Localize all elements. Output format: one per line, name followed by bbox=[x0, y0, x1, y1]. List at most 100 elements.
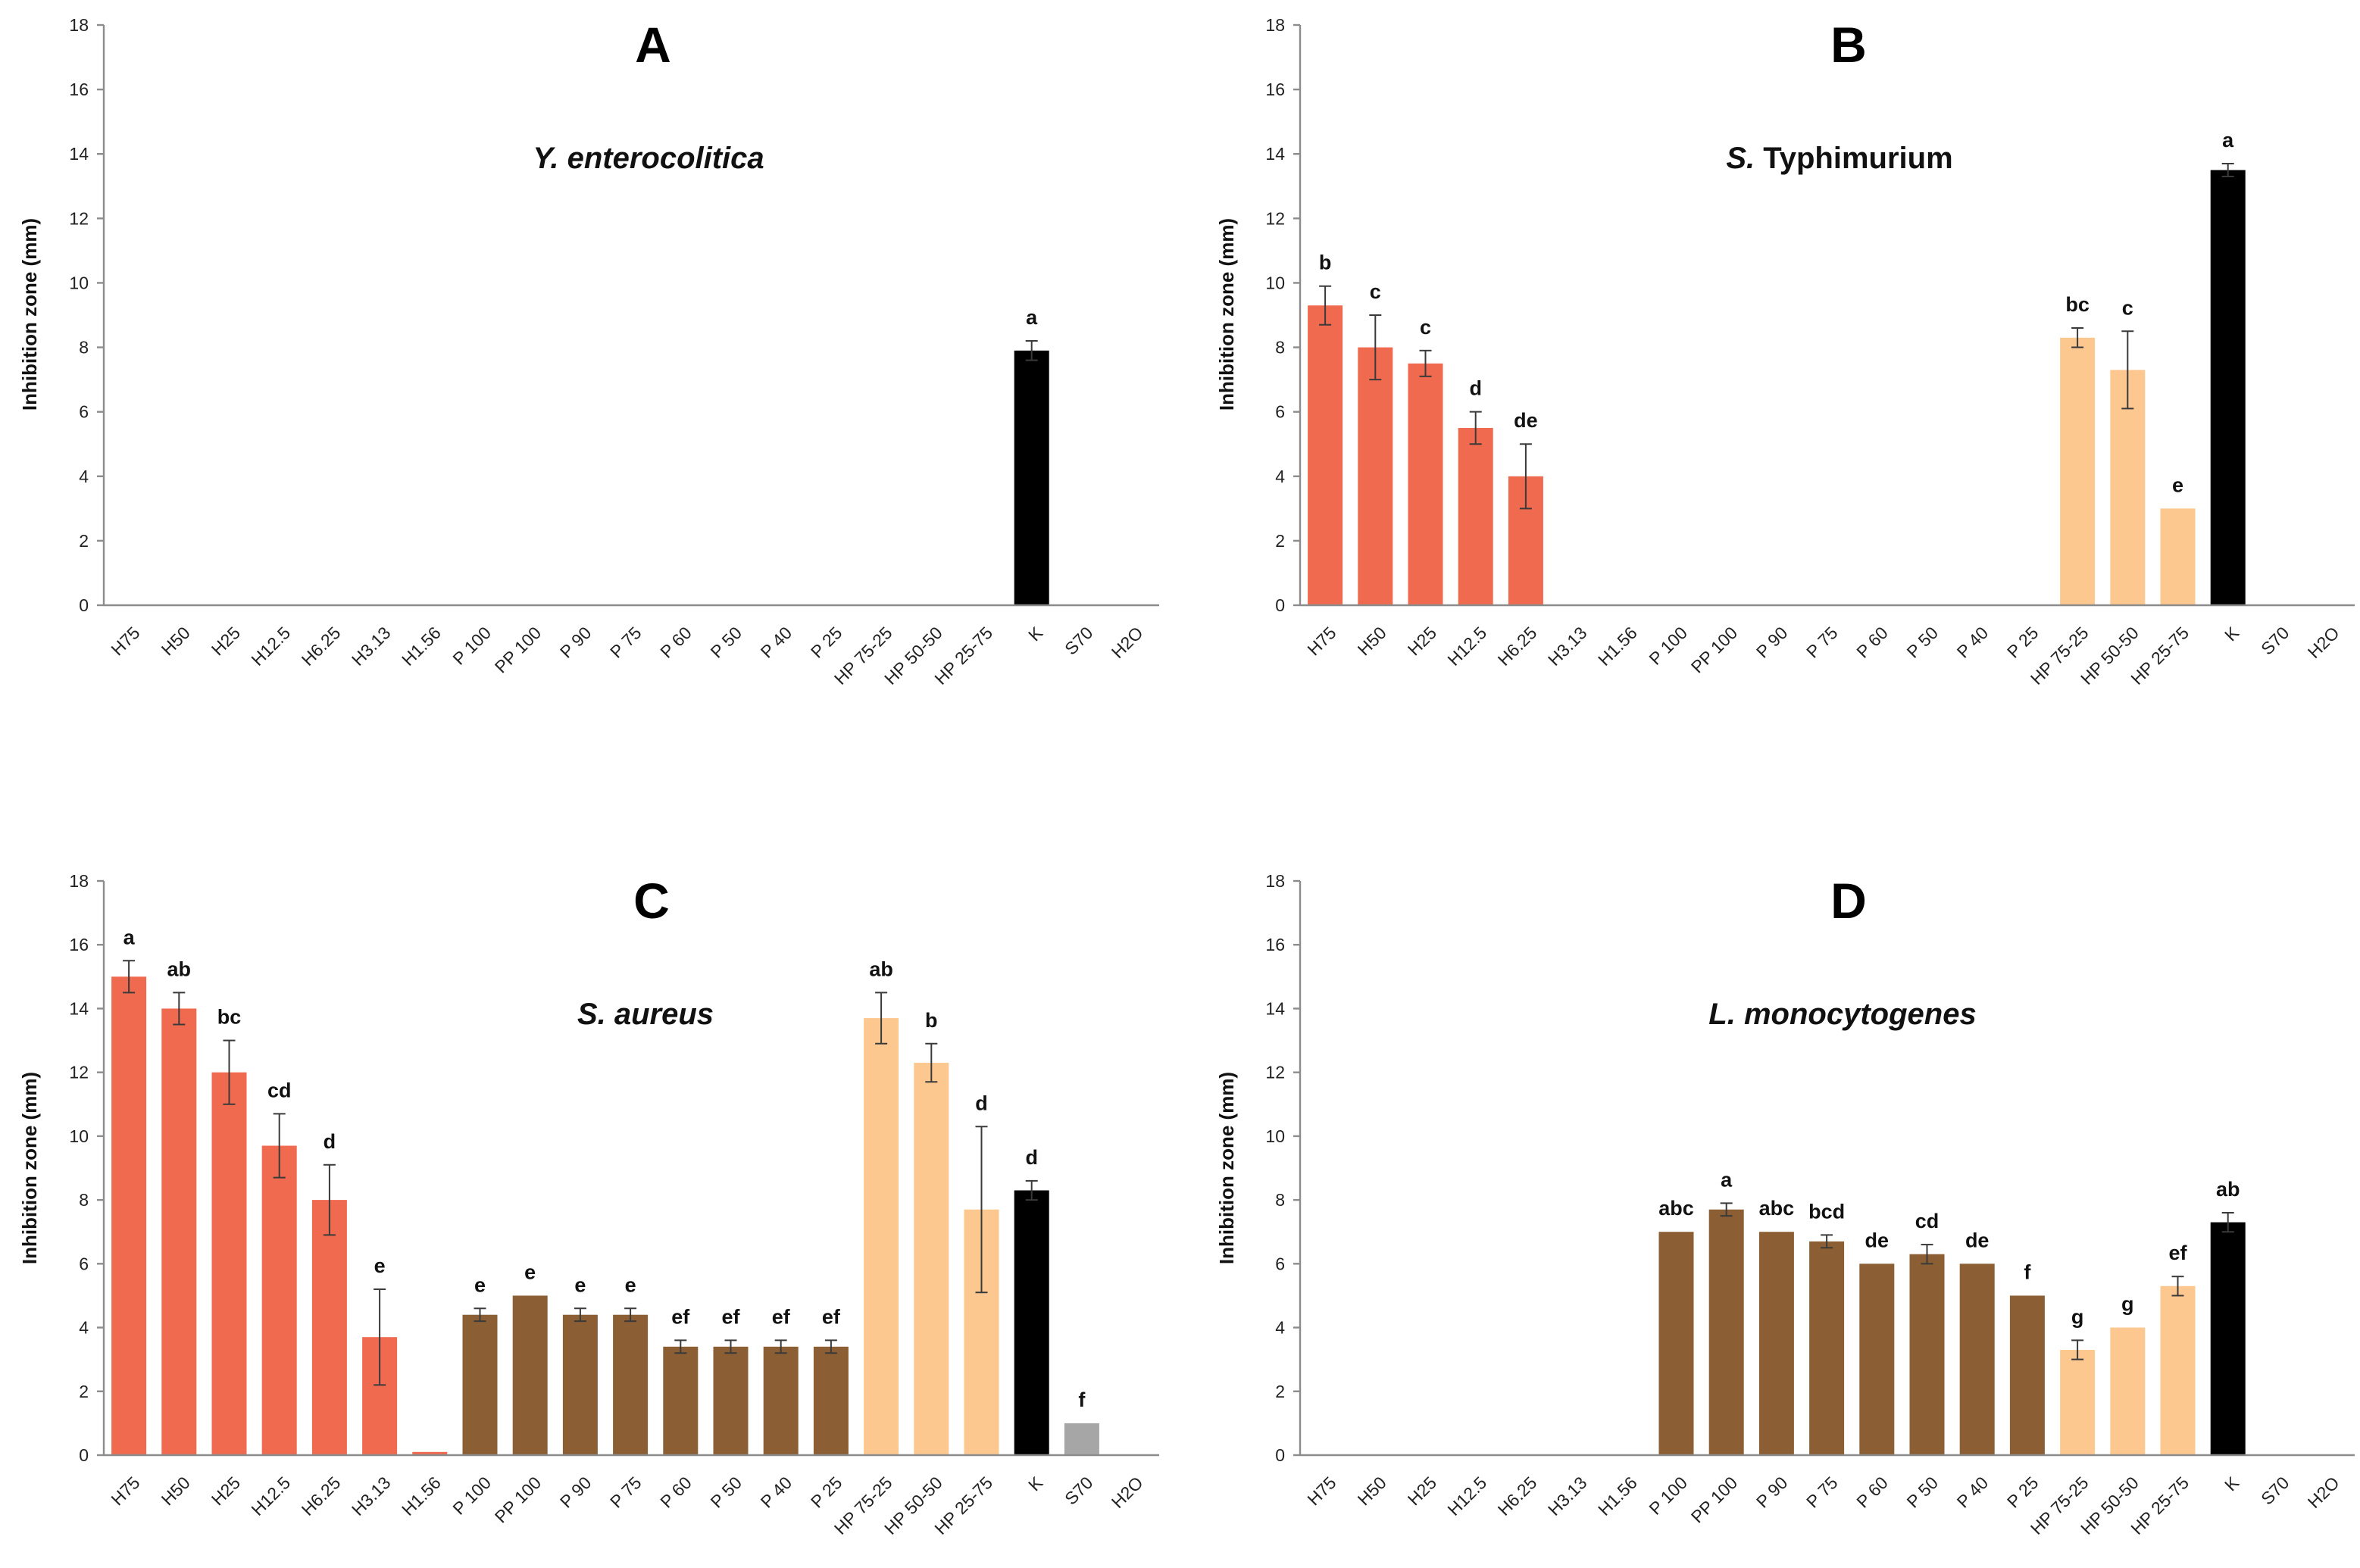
panel-b-organism: S. Typhimurium bbox=[1726, 142, 1952, 175]
panel-d-bar bbox=[2060, 1350, 2096, 1455]
panel-c-bar bbox=[914, 1063, 949, 1455]
panel-a-y-tick-label: 2 bbox=[79, 531, 89, 551]
panel-a-y-tick-label: 8 bbox=[79, 338, 89, 358]
panel-b-y-tick-label: 10 bbox=[1265, 273, 1285, 292]
panel-c-y-tick-label: 8 bbox=[79, 1190, 89, 1210]
panel-d-bar bbox=[1758, 1232, 1794, 1455]
panel-a-bar bbox=[1014, 350, 1049, 605]
panel-b-y-tick-label: 4 bbox=[1275, 467, 1285, 486]
panel-c-significance-label: ab bbox=[869, 957, 893, 980]
panel-a-y-tick-label: 4 bbox=[79, 467, 89, 486]
panel-d-significance-label: f bbox=[2024, 1260, 2031, 1283]
panel-c-bar bbox=[763, 1346, 799, 1455]
panel-a-letter: A bbox=[635, 17, 671, 73]
panel-b-y-tick-label: 12 bbox=[1265, 208, 1285, 228]
panel-c-significance-label: cd bbox=[267, 1079, 292, 1101]
panel-c-y-tick-label: 12 bbox=[69, 1063, 89, 1082]
panel-d-y-tick-label: 18 bbox=[1265, 871, 1285, 891]
panel-c-bar bbox=[1064, 1423, 1099, 1455]
panel-c-significance-label: a bbox=[123, 926, 136, 948]
panel-c-significance-label: b bbox=[925, 1009, 938, 1032]
panel-c-y-tick-label: 6 bbox=[79, 1254, 89, 1273]
panel-d-significance-label: abc bbox=[1759, 1197, 1795, 1220]
panel-c-bar bbox=[111, 976, 147, 1455]
panel-b-y-tick-label: 8 bbox=[1275, 338, 1285, 358]
panel-b-significance-label: bc bbox=[2065, 293, 2090, 316]
panel-c-y-axis-label: Inhibition zone (mm) bbox=[18, 1072, 41, 1264]
panel-d-significance-label: g bbox=[2121, 1293, 2134, 1316]
panel-c-bar bbox=[562, 1314, 598, 1455]
panel-c-significance-label: f bbox=[1078, 1388, 1086, 1411]
panel-b-significance-label: e bbox=[2172, 473, 2183, 496]
panel-c-y-tick-label: 4 bbox=[79, 1318, 89, 1338]
panel-b-significance-label: c bbox=[2122, 296, 2133, 319]
panel-c-significance-label: d bbox=[1025, 1146, 1038, 1169]
panel-b-bar bbox=[1408, 363, 1443, 605]
panel-b-bar bbox=[1458, 427, 1493, 605]
panel-c-bar bbox=[462, 1314, 498, 1455]
panel-c-significance-label: e bbox=[474, 1273, 486, 1296]
panel-d-bar bbox=[1809, 1241, 1845, 1455]
panel-d-significance-label: de bbox=[1965, 1229, 1990, 1251]
panel-c-significance-label: e bbox=[374, 1254, 386, 1277]
panel-b-y-axis-label: Inhibition zone (mm) bbox=[1215, 218, 1238, 411]
panel-d-y-tick-label: 2 bbox=[1275, 1382, 1285, 1401]
panel-c-y-tick-label: 0 bbox=[79, 1445, 89, 1465]
panel-d-bar bbox=[2210, 1222, 2246, 1455]
panel-d-bar bbox=[2009, 1295, 2045, 1455]
panel-c-significance-label: d bbox=[975, 1092, 988, 1114]
panel-c-plot: 024681012141618aH75abH50bcH25cdH12.5dH6.… bbox=[69, 871, 1159, 1538]
panel-d-significance-label: g bbox=[2071, 1305, 2084, 1328]
panel-d-significance-label: a bbox=[1721, 1168, 1733, 1191]
panel-b-bar bbox=[2210, 170, 2246, 605]
panel-c-y-tick-label: 2 bbox=[79, 1382, 89, 1401]
panel-d-y-tick-label: 14 bbox=[1265, 998, 1285, 1018]
panel-d-bar bbox=[2110, 1327, 2146, 1455]
panel-b-significance-label: c bbox=[1420, 316, 1431, 339]
panel-c-organism: S. aureus bbox=[577, 998, 714, 1031]
panel-b-y-tick-label: 2 bbox=[1275, 531, 1285, 551]
panel-c-bar bbox=[512, 1295, 548, 1455]
panel-c-significance-label: ef bbox=[671, 1305, 690, 1328]
panel-d-bar bbox=[1909, 1254, 1945, 1455]
panel-d-y-axis-label: Inhibition zone (mm) bbox=[1215, 1072, 1238, 1264]
panel-c-significance-label: d bbox=[324, 1130, 336, 1153]
panel-a-y-axis-label: Inhibition zone (mm) bbox=[18, 218, 41, 411]
panel-d-y-tick-label: 16 bbox=[1265, 935, 1285, 954]
panel-c-letter: C bbox=[633, 873, 670, 929]
panel-d-significance-label: ef bbox=[2168, 1242, 2187, 1264]
panel-c-bar bbox=[864, 1018, 899, 1455]
panel-c-significance-label: ef bbox=[822, 1305, 841, 1328]
panel-d-significance-label: ab bbox=[2216, 1178, 2240, 1201]
panel-a-significance-label: a bbox=[1026, 306, 1038, 329]
panel-b-significance-label: b bbox=[1319, 251, 1332, 274]
panel-c-bar bbox=[211, 1072, 247, 1455]
panel-c-bar bbox=[813, 1346, 849, 1455]
panel-d-significance-label: cd bbox=[1915, 1210, 1940, 1232]
panel-b-bar bbox=[1308, 305, 1343, 605]
panel-c-significance-label: ef bbox=[721, 1305, 740, 1328]
panel-b-y-tick-label: 6 bbox=[1275, 402, 1285, 422]
panel-b-letter: B bbox=[1830, 17, 1867, 73]
panel-c: 024681012141618aH75abH50bcH25cdH12.5dH6.… bbox=[18, 871, 1159, 1538]
panel-d-letter: D bbox=[1830, 873, 1867, 929]
panel-b-significance-label: de bbox=[1514, 409, 1538, 432]
panel-c-bar bbox=[1014, 1190, 1049, 1455]
panel-d-bar bbox=[1959, 1263, 1995, 1455]
panel-c-bar bbox=[412, 1451, 448, 1455]
panel-d-bar bbox=[2160, 1285, 2196, 1455]
panel-c-significance-label: e bbox=[574, 1273, 586, 1296]
panel-d-bar bbox=[1708, 1209, 1744, 1455]
panel-a-y-tick-label: 16 bbox=[69, 80, 89, 99]
panel-d-significance-label: abc bbox=[1658, 1197, 1694, 1220]
panel-b-significance-label: d bbox=[1469, 377, 1482, 400]
panel-d-bar bbox=[1859, 1263, 1895, 1455]
panel-b-bar bbox=[2060, 337, 2096, 605]
panel-d-organism: L. monocytogenes bbox=[1708, 998, 1976, 1031]
panel-c-significance-label: ef bbox=[772, 1305, 791, 1328]
panel-c-y-tick-label: 10 bbox=[69, 1126, 89, 1146]
panel-b-bar bbox=[1358, 347, 1393, 605]
panel-c-y-tick-label: 14 bbox=[69, 998, 89, 1018]
